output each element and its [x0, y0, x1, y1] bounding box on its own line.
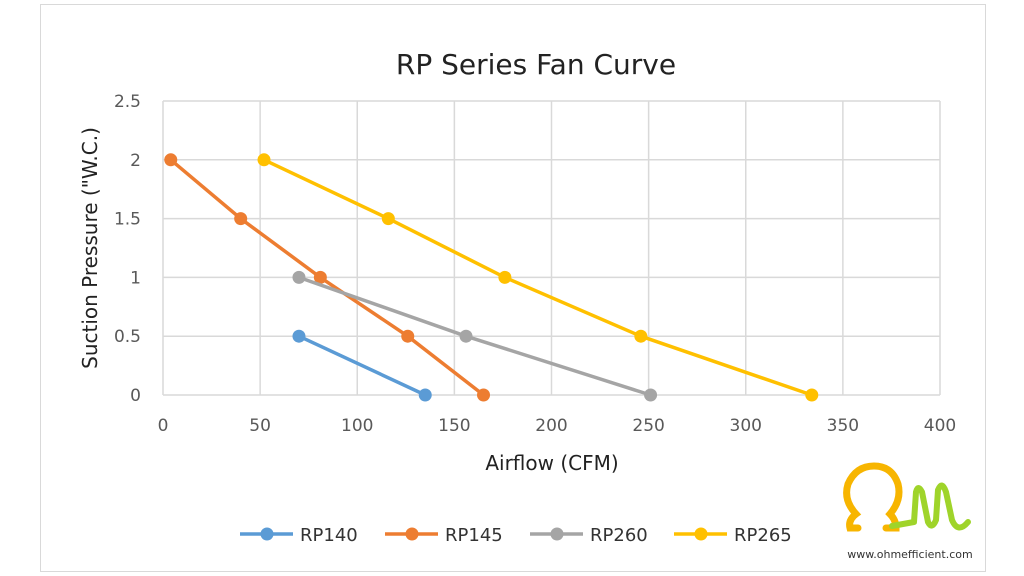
logo-url: www.ohmefficient.com — [847, 548, 972, 561]
data-point — [292, 270, 306, 284]
legend-label: RP260 — [590, 525, 648, 546]
legend-marker — [694, 527, 708, 541]
legend: RP140 RP145 RP260 RP265 — [240, 525, 792, 546]
y-axis-label: Suction Pressure ("W.C.) — [78, 127, 102, 369]
series-group — [164, 153, 819, 402]
data-point — [498, 270, 512, 284]
data-point — [634, 329, 648, 343]
legend-marker — [405, 527, 419, 541]
x-axis-label: Airflow (CFM) — [485, 451, 618, 475]
x-tick-label: 400 — [924, 416, 956, 436]
y-tick-label: 0 — [130, 386, 141, 406]
x-tick-label: 350 — [827, 416, 859, 436]
series-line — [298, 334, 426, 397]
data-point — [234, 212, 248, 226]
y-tick-label: 1.5 — [114, 210, 141, 230]
data-point — [805, 388, 819, 402]
legend-item-rp145: RP145 — [385, 525, 503, 546]
legend-label: RP140 — [300, 525, 358, 546]
ticks: 0 50 100 150 200 250 300 350 400 0 0.5 1 1.5 2 2.5 — [114, 92, 956, 436]
data-point — [477, 388, 491, 402]
x-tick-label: 300 — [730, 416, 762, 436]
series-rp260 — [292, 270, 658, 402]
legend-marker — [550, 527, 564, 541]
legend-marker — [260, 527, 274, 541]
x-tick-label: 200 — [535, 416, 567, 436]
data-point — [313, 270, 327, 284]
data-point — [459, 329, 473, 343]
legend-label: RP265 — [734, 525, 792, 546]
x-tick-label: 150 — [438, 416, 470, 436]
legend-label: RP145 — [445, 525, 503, 546]
data-point — [401, 329, 415, 343]
chart-title: RP Series Fan Curve — [396, 48, 676, 81]
omega-logo-mark — [843, 462, 903, 532]
y-tick-label: 0.5 — [114, 327, 141, 347]
y-tick-label: 2 — [130, 151, 141, 171]
data-point — [257, 153, 271, 167]
m-logo-mark — [889, 482, 971, 531]
legend-item-rp140: RP140 — [240, 525, 358, 546]
series-rp145 — [164, 153, 491, 402]
data-point — [418, 388, 432, 402]
series-rp140 — [292, 329, 432, 402]
chart-frame — [40, 4, 986, 572]
data-point — [644, 388, 658, 402]
data-point — [381, 212, 395, 226]
ohmefficient-logo: www.ohmefficient.com — [843, 462, 973, 561]
legend-item-rp265: RP265 — [674, 525, 792, 546]
legend-item-rp260: RP260 — [530, 525, 648, 546]
x-tick-label: 0 — [158, 416, 169, 436]
y-tick-label: 1 — [130, 268, 141, 288]
x-tick-label: 50 — [249, 416, 271, 436]
series-rp265 — [257, 153, 819, 402]
x-tick-label: 250 — [632, 416, 664, 436]
x-tick-label: 100 — [341, 416, 373, 436]
data-point — [164, 153, 178, 167]
y-tick-label: 2.5 — [114, 92, 141, 112]
data-point — [292, 329, 306, 343]
